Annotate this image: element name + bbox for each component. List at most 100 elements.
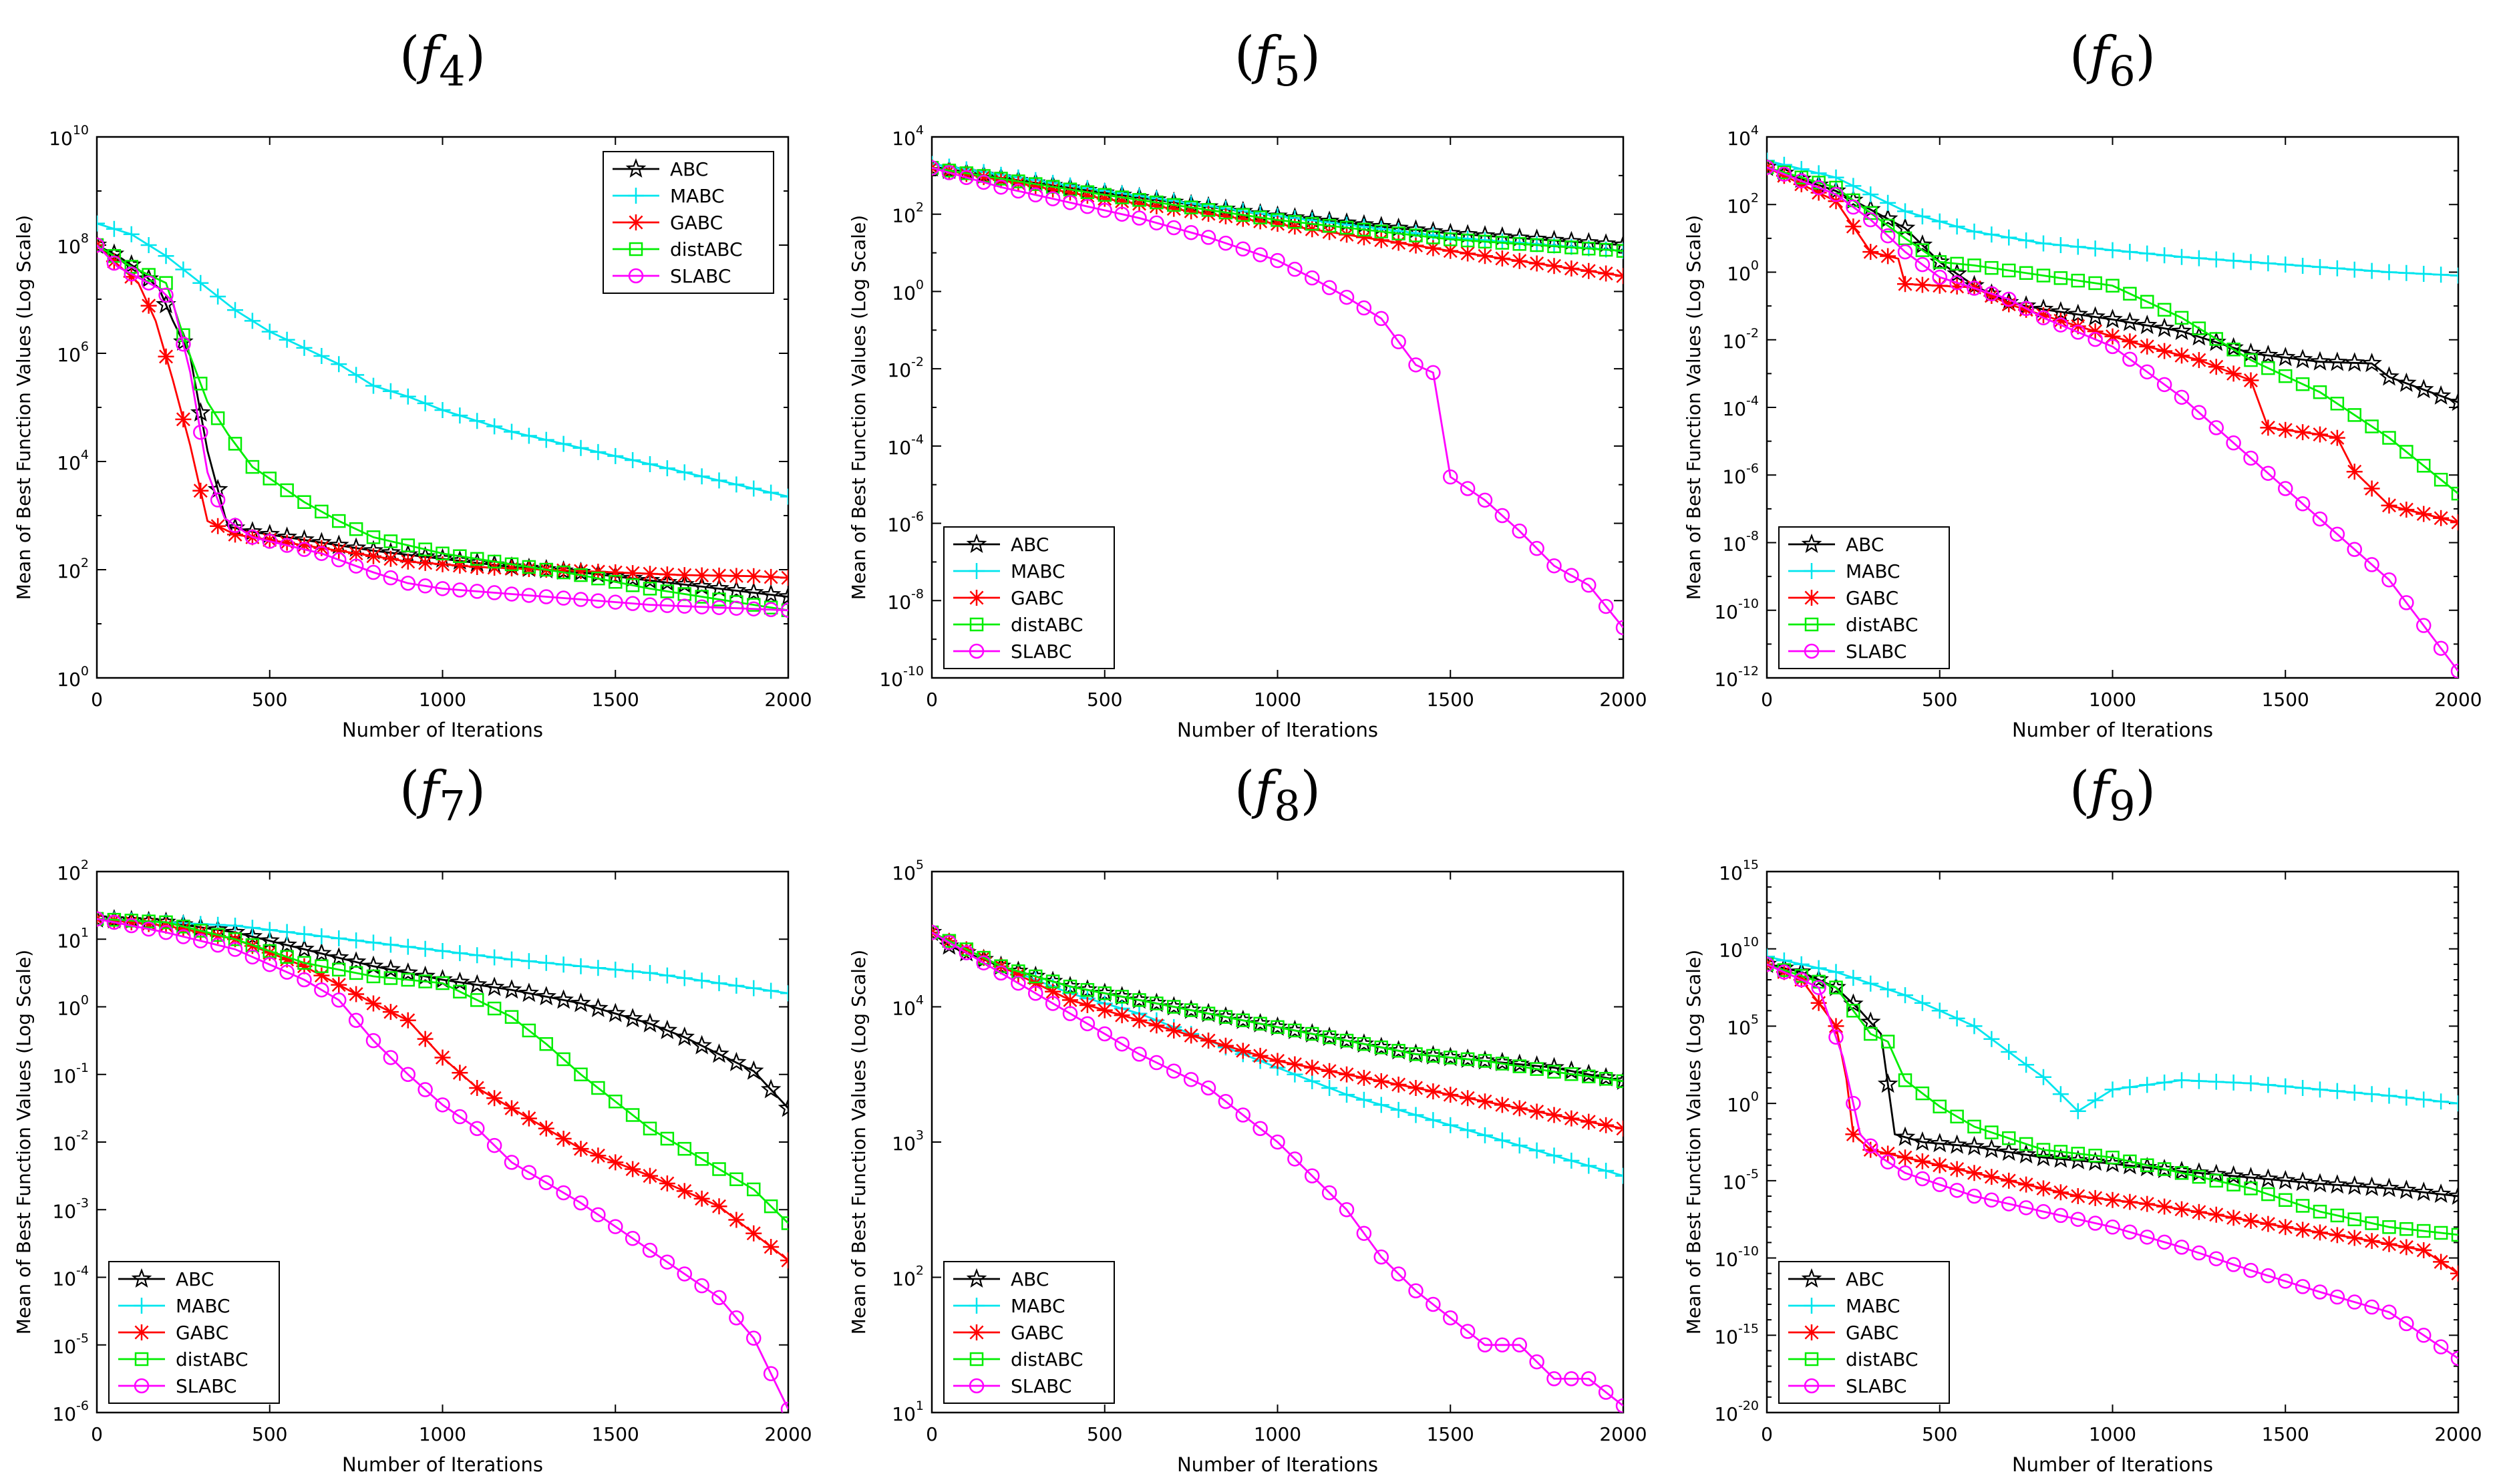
data-point-mabc: [676, 464, 693, 481]
data-point-slabc: [2364, 1299, 2379, 1315]
data-point-distabc: [1599, 242, 1613, 257]
x-axis-label: Number of Iterations: [1177, 719, 1378, 741]
data-point-gabc: [1166, 1022, 1182, 1039]
data-point-slabc: [521, 1165, 537, 1180]
data-point-slabc: [365, 1033, 381, 1049]
data-point-distabc: [349, 522, 363, 536]
data-point-gabc: [1528, 1103, 1545, 1120]
data-point-gabc: [2139, 338, 2156, 355]
data-point-distabc: [263, 472, 277, 486]
legend-marker-distabc: [969, 1352, 984, 1366]
legend-label: MABC: [1011, 1295, 1065, 1317]
data-point-slabc: [1270, 252, 1285, 268]
data-point-distabc: [487, 554, 502, 569]
data-point-mabc: [1304, 1073, 1321, 1089]
data-point-gabc: [1966, 1165, 1983, 1181]
legend-label: MABC: [1846, 560, 1900, 582]
data-point-mabc: [2104, 242, 2121, 258]
x-tick-label: 0: [1761, 689, 1773, 711]
data-point-abc: [570, 992, 591, 1012]
data-point-slabc: [279, 964, 295, 980]
data-point-mabc: [1321, 1080, 1338, 1096]
data-point-distabc: [2279, 1193, 2293, 1208]
data-point-mabc: [2329, 260, 2345, 276]
data-point-gabc: [1114, 1007, 1130, 1024]
data-point-mabc: [1862, 186, 1879, 203]
data-point-distabc: [1880, 1035, 1895, 1049]
legend: ABC MABC GABC distABC SLABC: [943, 1261, 1115, 1404]
data-point-slabc: [711, 600, 727, 615]
data-point-gabc: [2381, 497, 2397, 514]
data-point-slabc: [1373, 1249, 1389, 1265]
data-point-mabc: [1580, 1157, 1597, 1174]
data-point-distabc: [332, 962, 346, 977]
data-point-slabc: [1287, 261, 1303, 277]
data-point-gabc: [2381, 1236, 2397, 1252]
data-point-slabc: [331, 992, 347, 1008]
data-point-abc: [1613, 234, 1623, 254]
data-point-mabc: [538, 431, 554, 448]
data-point-slabc: [1776, 964, 1792, 980]
data-point-distabc: [625, 578, 640, 592]
data-point-abc: [2085, 306, 2106, 326]
data-point-slabc: [625, 1231, 641, 1246]
data-point-mabc: [2363, 1086, 2380, 1103]
legend-label: distABC: [1846, 1348, 1919, 1370]
data-point-mabc: [348, 932, 365, 949]
y-tick-label: 1015: [1719, 858, 1759, 884]
data-point-slabc: [1949, 275, 1965, 291]
y-tick-label: 10-6: [52, 1399, 89, 1425]
data-point-abc: [328, 947, 349, 967]
data-point-mabc: [1355, 1091, 1372, 1108]
data-point-distabc: [245, 459, 260, 474]
data-point-mabc: [642, 456, 658, 473]
y-tick-label: 102: [57, 556, 89, 582]
data-point-gabc: [1477, 248, 1493, 264]
data-point-slabc: [2140, 364, 2155, 380]
data-point-gabc: [2087, 323, 2104, 340]
data-point-slabc: [1949, 1183, 1965, 1198]
data-point-abc: [778, 1097, 788, 1117]
data-point-slabc: [158, 924, 174, 940]
data-point-mabc: [2035, 1069, 2051, 1085]
legend-label: distABC: [670, 238, 743, 260]
data-point-distabc: [712, 592, 726, 606]
data-point-slabc: [573, 1195, 589, 1211]
data-point-distabc: [1374, 1041, 1388, 1055]
data-point-gabc: [452, 1065, 468, 1081]
y-tick-label: 10-8: [1722, 529, 1759, 556]
data-point-gabc: [140, 297, 157, 314]
x-tick-label: 1500: [2262, 1423, 2309, 1445]
data-point-slabc: [2243, 1262, 2259, 1278]
data-point-distabc: [2330, 397, 2345, 411]
data-point-distabc: [2019, 266, 2033, 281]
data-point-mabc: [607, 447, 624, 464]
data-point-distabc: [1374, 224, 1388, 238]
data-point-gabc: [2104, 1191, 2121, 1208]
data-point-gabc: [434, 556, 451, 572]
data-point-distabc: [315, 504, 329, 519]
data-point-gabc: [1845, 218, 1862, 235]
data-point-slabc: [314, 982, 329, 998]
data-point-distabc: [2295, 1199, 2310, 1213]
series-group: [1767, 948, 2458, 1366]
chart-f9: (f9) 0 500 1000 1500 2000 10-20 10-15 10-10 10-5 1…: [1683, 761, 2482, 1476]
data-point-abc: [605, 1002, 626, 1023]
data-point-slabc: [1776, 166, 1792, 182]
data-point-gabc: [625, 1161, 641, 1177]
data-point-distabc: [297, 956, 311, 970]
data-point-gabc: [1546, 1107, 1562, 1123]
data-point-slabc: [348, 1012, 364, 1028]
data-point-mabc: [780, 985, 788, 1002]
data-point-mabc: [1983, 226, 2000, 243]
data-point-slabc: [538, 1175, 554, 1190]
data-point-abc: [277, 934, 297, 954]
data-point-distabc: [1132, 193, 1146, 207]
data-point-distabc: [1167, 1000, 1181, 1014]
data-point-mabc: [711, 472, 727, 489]
data-point-mabc: [2174, 1072, 2190, 1089]
data-point-slabc: [1494, 508, 1510, 524]
data-point-distabc: [1115, 190, 1129, 204]
data-point-gabc: [555, 562, 572, 579]
data-point-mabc: [1511, 1137, 1528, 1154]
